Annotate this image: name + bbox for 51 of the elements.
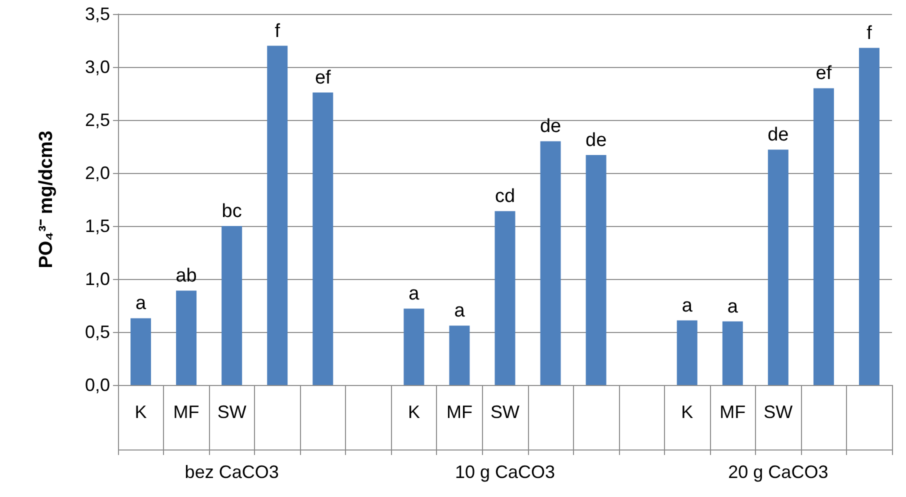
bar [494,211,516,385]
y-axis-title: PO₄³⁻ mg/dcm3 [36,130,57,268]
data-label: a [454,300,466,322]
data-label: de [768,124,789,146]
y-tick-label: 3,5 [84,4,110,24]
bar [813,88,834,385]
y-tick-label: 2,0 [84,163,110,183]
data-label: a [727,296,738,318]
bar [267,46,288,385]
bar [312,92,334,385]
data-label: ab [176,266,197,287]
data-label: f [274,20,281,42]
y-tick-label: 0,0 [84,375,110,395]
x-tick-label: K [408,402,420,422]
y-tick-label: 1,0 [84,269,110,289]
data-label: a [682,295,693,316]
x-tick-label: MF [173,402,200,422]
bar [768,150,788,385]
bar [222,226,242,385]
bar [586,154,606,385]
data-label: ef [816,63,832,84]
bar [449,326,470,385]
bar [176,290,197,385]
bar [540,141,561,385]
x-tick-label: K [134,402,147,422]
x-tick-label: SW [764,402,793,422]
x-tick-label: MF [446,402,472,422]
data-label: a [408,284,420,305]
y-tick-label: 2,5 [84,110,110,130]
text: bez CaCO3 [184,462,279,482]
data-label: de [540,116,562,138]
x-tick-label: K [681,402,694,422]
data-label: ef [314,67,332,88]
data-label: f [866,22,873,44]
bar [404,308,424,385]
text: 20 g CaCO3 [728,462,828,482]
data-label: a [135,293,146,314]
data-label: cd [494,186,516,208]
bar [722,321,743,385]
bar [676,320,698,385]
data-label: de [585,130,607,151]
bar [130,318,152,385]
x-tick-label: MF [720,402,746,422]
x-tick-label: SW [490,402,520,422]
y-tick-label: 0,5 [84,322,110,342]
data-label: bc [222,201,242,222]
y-tick-label: 3,0 [84,57,110,77]
y-tick-label: 1,5 [84,216,110,236]
x-tick-label: SW [217,402,246,422]
bar [858,48,880,385]
text: 10 g CaCO3 [454,462,556,482]
